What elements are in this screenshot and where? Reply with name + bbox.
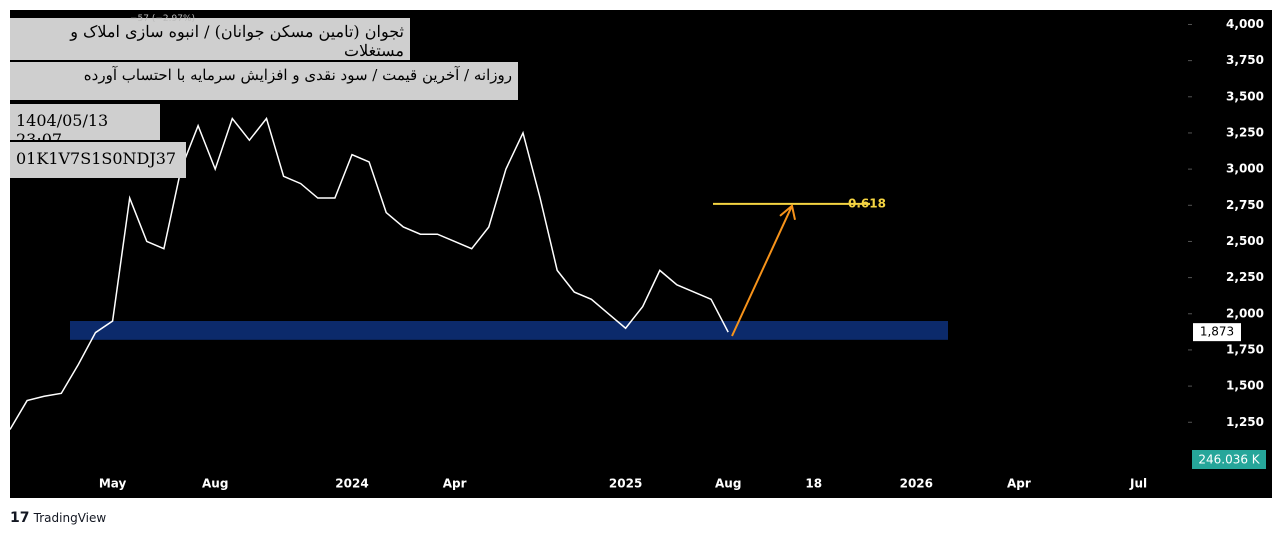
title: ثجوان (تامین مسکن جوانان) / انبوه سازی ا… bbox=[70, 22, 404, 60]
y-tick-label: 1,750 bbox=[1226, 342, 1264, 356]
arrow-head bbox=[779, 204, 796, 221]
y-tick-label: 3,000 bbox=[1226, 162, 1264, 176]
last-price-label: 1,873 bbox=[1200, 325, 1234, 339]
support-zone bbox=[70, 321, 948, 340]
id: 01K1V7S1S0NDJ37 bbox=[16, 149, 177, 168]
volume-box bbox=[1192, 450, 1266, 469]
axis-panel bbox=[1188, 10, 1272, 498]
y-tick-label: 3,500 bbox=[1226, 89, 1264, 103]
last-price-box bbox=[1193, 323, 1241, 342]
x-tick-label: Aug bbox=[715, 477, 741, 491]
x-tick-label: Aug bbox=[202, 477, 228, 491]
legend-change: −57 (−2.97%) bbox=[130, 14, 196, 24]
brand-text: TradingView bbox=[33, 511, 107, 525]
y-tick-label: 3,250 bbox=[1226, 125, 1264, 139]
x-tick-label: Apr bbox=[443, 477, 467, 491]
y-tick-label: 1,500 bbox=[1226, 379, 1264, 393]
price-line bbox=[9, 116, 729, 430]
volume-label: 246.036 K bbox=[1198, 453, 1260, 467]
x-tick-label: 18 bbox=[805, 477, 822, 491]
y-tick-label: 2,000 bbox=[1226, 306, 1264, 320]
title-box: ثجوان (تامین مسکن جوانان) / انبوه سازی ا… bbox=[10, 18, 410, 60]
arrow bbox=[731, 205, 793, 337]
subtitle-box: روزانه / آخرین قیمت / سود نقدی و افزایش … bbox=[10, 62, 518, 100]
y-tick-label: 2,750 bbox=[1226, 198, 1264, 212]
x-tick-label: Apr bbox=[1007, 477, 1031, 491]
y-tick-label: 2,250 bbox=[1226, 270, 1264, 284]
id-box: 01K1V7S1S0NDJ37 bbox=[10, 142, 186, 178]
y-tick-label: 4,000 bbox=[1226, 17, 1264, 31]
x-tick-label: May bbox=[99, 477, 127, 491]
x-tick-label: 2025 bbox=[609, 477, 642, 491]
subtitle: روزانه / آخرین قیمت / سود نقدی و افزایش … bbox=[83, 66, 512, 84]
y-tick-label: 3,750 bbox=[1226, 53, 1264, 67]
date-box: 1404/05/13 23:07 bbox=[10, 104, 160, 149]
x-tick-label: 2024 bbox=[335, 477, 368, 491]
y-tick-label: 1,250 bbox=[1226, 415, 1264, 429]
x-tick-label: Jul bbox=[1129, 477, 1147, 491]
y-tick-label: 2,500 bbox=[1226, 234, 1264, 248]
x-tick-label: 2026 bbox=[900, 477, 933, 491]
brand: 𝟭𝟳 TradingView bbox=[10, 510, 107, 526]
fib-label: 0.618 bbox=[848, 196, 886, 210]
